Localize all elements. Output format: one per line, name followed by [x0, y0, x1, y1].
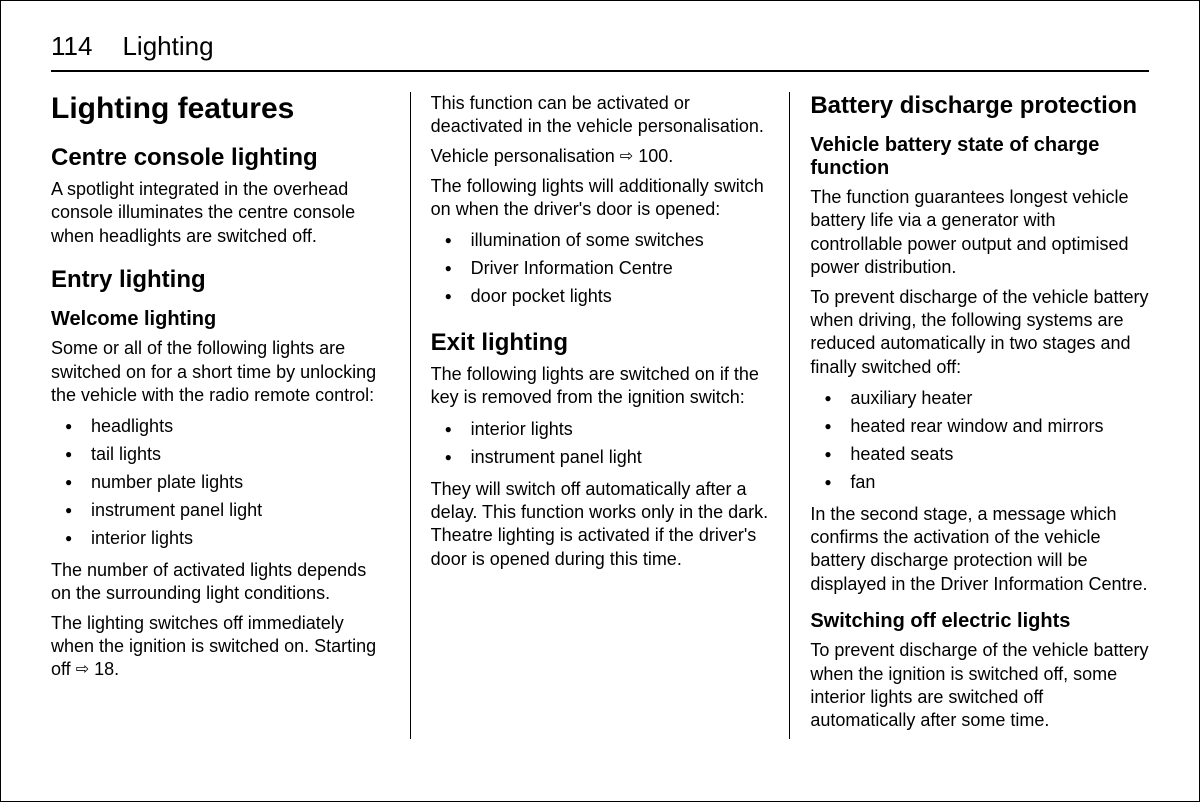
three-column-layout: Lighting features Centre console lightin…	[51, 92, 1149, 739]
list-item: heated seats	[810, 441, 1149, 469]
reference-arrow-icon: ⇨	[76, 660, 89, 681]
list-item: interior lights	[431, 416, 770, 444]
heading-welcome-lighting: Welcome lighting	[51, 308, 390, 331]
paragraph: To prevent discharge of the vehicle batt…	[810, 286, 1149, 380]
paragraph: This function can be activated or deacti…	[431, 92, 770, 139]
paragraph: They will switch off automatically after…	[431, 478, 770, 572]
column-1: Lighting features Centre console lightin…	[51, 92, 410, 739]
list-item: Driver Information Centre	[431, 255, 770, 283]
page-header: 114 Lighting	[51, 31, 1149, 72]
heading-exit-lighting: Exit lighting	[431, 329, 770, 357]
list-exit-lights: interior lights instrument panel light	[431, 416, 770, 472]
page-reference: 18.	[94, 659, 119, 679]
reference-arrow-icon: ⇨	[620, 147, 633, 168]
paragraph: The number of activated lights depends o…	[51, 559, 390, 606]
paragraph: A spotlight integrated in the overhead c…	[51, 178, 390, 248]
paragraph: The following lights will additionally s…	[431, 175, 770, 222]
paragraph: The function guarantees longest vehicle …	[810, 186, 1149, 280]
paragraph: Some or all of the following lights are …	[51, 337, 390, 407]
paragraph: The lighting switches off immediately wh…	[51, 612, 390, 683]
page-reference: 100.	[638, 146, 673, 166]
header-section-title: Lighting	[122, 31, 213, 62]
list-item: interior lights	[51, 525, 390, 553]
heading-entry-lighting: Entry lighting	[51, 266, 390, 294]
text: Vehicle personalisation	[431, 146, 620, 166]
paragraph: To prevent discharge of the vehicle batt…	[810, 639, 1149, 733]
paragraph: The following lights are switched on if …	[431, 363, 770, 410]
heading-centre-console-lighting: Centre console lighting	[51, 144, 390, 172]
column-2: This function can be activated or deacti…	[410, 92, 791, 739]
heading-lighting-features: Lighting features	[51, 92, 390, 126]
list-welcome-lights: headlights tail lights number plate ligh…	[51, 413, 390, 552]
list-driver-door-lights: illumination of some switches Driver Inf…	[431, 227, 770, 311]
list-reduced-systems: auxiliary heater heated rear window and …	[810, 385, 1149, 497]
list-item: door pocket lights	[431, 283, 770, 311]
page-container: 114 Lighting Lighting features Centre co…	[0, 0, 1200, 802]
list-item: fan	[810, 469, 1149, 497]
heading-vehicle-battery-state: Vehicle battery state of charge function	[810, 134, 1149, 180]
list-item: headlights	[51, 413, 390, 441]
paragraph: Vehicle personalisation ⇨ 100.	[431, 145, 770, 169]
column-3: Battery discharge protection Vehicle bat…	[790, 92, 1149, 739]
list-item: instrument panel light	[431, 444, 770, 472]
list-item: number plate lights	[51, 469, 390, 497]
list-item: tail lights	[51, 441, 390, 469]
list-item: instrument panel light	[51, 497, 390, 525]
heading-switching-off-electric-lights: Switching off electric lights	[810, 610, 1149, 633]
list-item: illumination of some switches	[431, 227, 770, 255]
list-item: heated rear window and mirrors	[810, 413, 1149, 441]
heading-battery-discharge-protection: Battery discharge protection	[810, 92, 1149, 120]
paragraph: In the second stage, a message which con…	[810, 503, 1149, 597]
page-number: 114	[51, 31, 92, 62]
list-item: auxiliary heater	[810, 385, 1149, 413]
